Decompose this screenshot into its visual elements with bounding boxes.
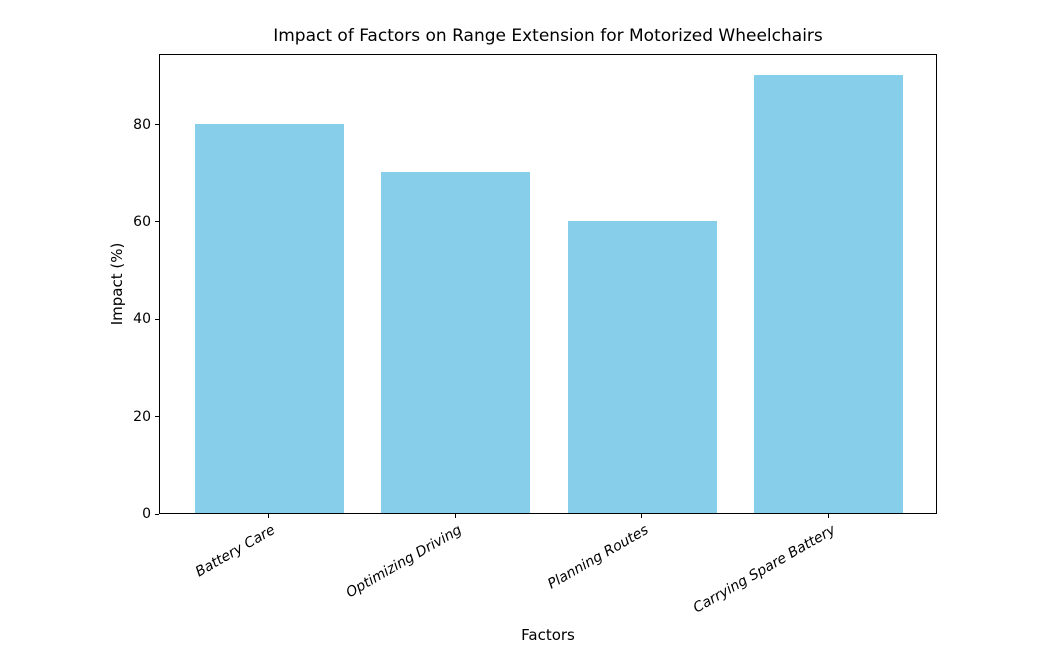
y-tick-label: 20 <box>133 408 151 425</box>
y-tick-mark <box>155 124 159 126</box>
x-tick-label: Battery Care <box>193 522 279 581</box>
y-tick-label: 40 <box>133 311 151 328</box>
x-tick-mark <box>641 514 643 518</box>
y-axis-label: Impact (%) <box>108 242 126 326</box>
x-tick-label: Carrying Spare Battery <box>690 522 838 617</box>
y-tick-label: 80 <box>133 116 151 133</box>
x-axis-label: Factors <box>521 626 575 644</box>
x-tick-mark <box>268 514 270 518</box>
bar-optimizing-driving <box>381 172 531 513</box>
y-tick-label: 0 <box>142 506 151 522</box>
y-tick-mark <box>155 318 159 320</box>
bar-planning-routes <box>567 220 717 513</box>
y-tick-label: 60 <box>133 213 151 230</box>
x-tick-label: Optimizing Driving <box>343 522 465 602</box>
bar-battery-care <box>194 123 344 513</box>
bar-carrying-spare-battery <box>754 74 904 513</box>
x-tick-label: Planning Routes <box>545 522 652 593</box>
plot-area <box>159 54 937 514</box>
y-tick-mark <box>155 416 159 418</box>
x-tick-mark <box>827 514 829 518</box>
y-tick-mark <box>155 513 159 515</box>
x-tick-mark <box>454 514 456 518</box>
y-tick-mark <box>155 221 159 223</box>
chart-title: Impact of Factors on Range Extension for… <box>273 26 823 46</box>
